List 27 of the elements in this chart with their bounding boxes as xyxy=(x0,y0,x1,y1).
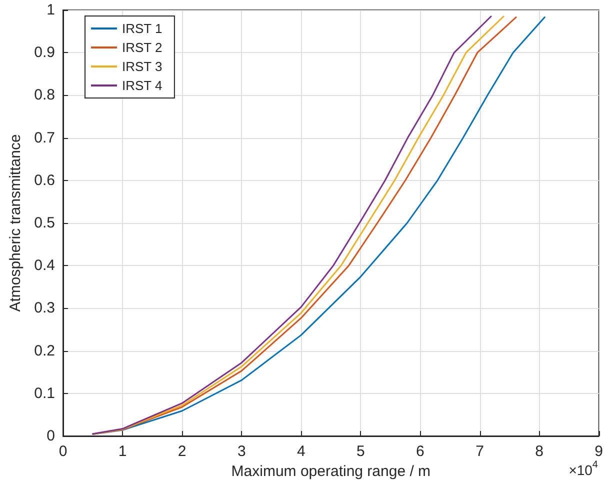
y-tick-label: 0.1 xyxy=(34,384,55,402)
y-tick-label: 0.9 xyxy=(34,44,55,62)
legend-label: IRST 4 xyxy=(122,78,162,93)
x-tick-label: 3 xyxy=(237,443,246,460)
y-tick-label: 0.3 xyxy=(34,300,55,317)
y-tick-label: 0.8 xyxy=(34,86,55,104)
y-tick-label: 0.6 xyxy=(34,172,55,189)
x-tick-label: 4 xyxy=(296,443,306,460)
y-tick-label: 0 xyxy=(46,428,55,444)
x-tick-label: 6 xyxy=(416,443,424,460)
x-axis-title: Maximum operating range / m xyxy=(231,463,431,480)
x-tick-label: 5 xyxy=(356,443,365,460)
x-tick-label: 0 xyxy=(58,443,68,460)
x-tick-label: 9 xyxy=(594,443,603,460)
y-tick-label: 1 xyxy=(46,2,55,18)
legend-label: IRST 1 xyxy=(122,21,162,36)
x-tick-label: 8 xyxy=(535,443,544,460)
legend-label: IRST 2 xyxy=(122,40,162,55)
x-tick-label: 7 xyxy=(476,443,484,460)
y-tick-label: 0.7 xyxy=(34,129,55,146)
y-axis-title: Atmospheric transmittance xyxy=(7,134,24,312)
legend-label: IRST 3 xyxy=(122,59,162,74)
x-tick-label: 2 xyxy=(178,443,186,460)
y-tick-label: 0.5 xyxy=(34,214,55,232)
x-tick-label: 1 xyxy=(118,443,127,460)
y-tick-label: 0.4 xyxy=(34,257,55,274)
y-tick-label: 0.2 xyxy=(34,342,55,360)
